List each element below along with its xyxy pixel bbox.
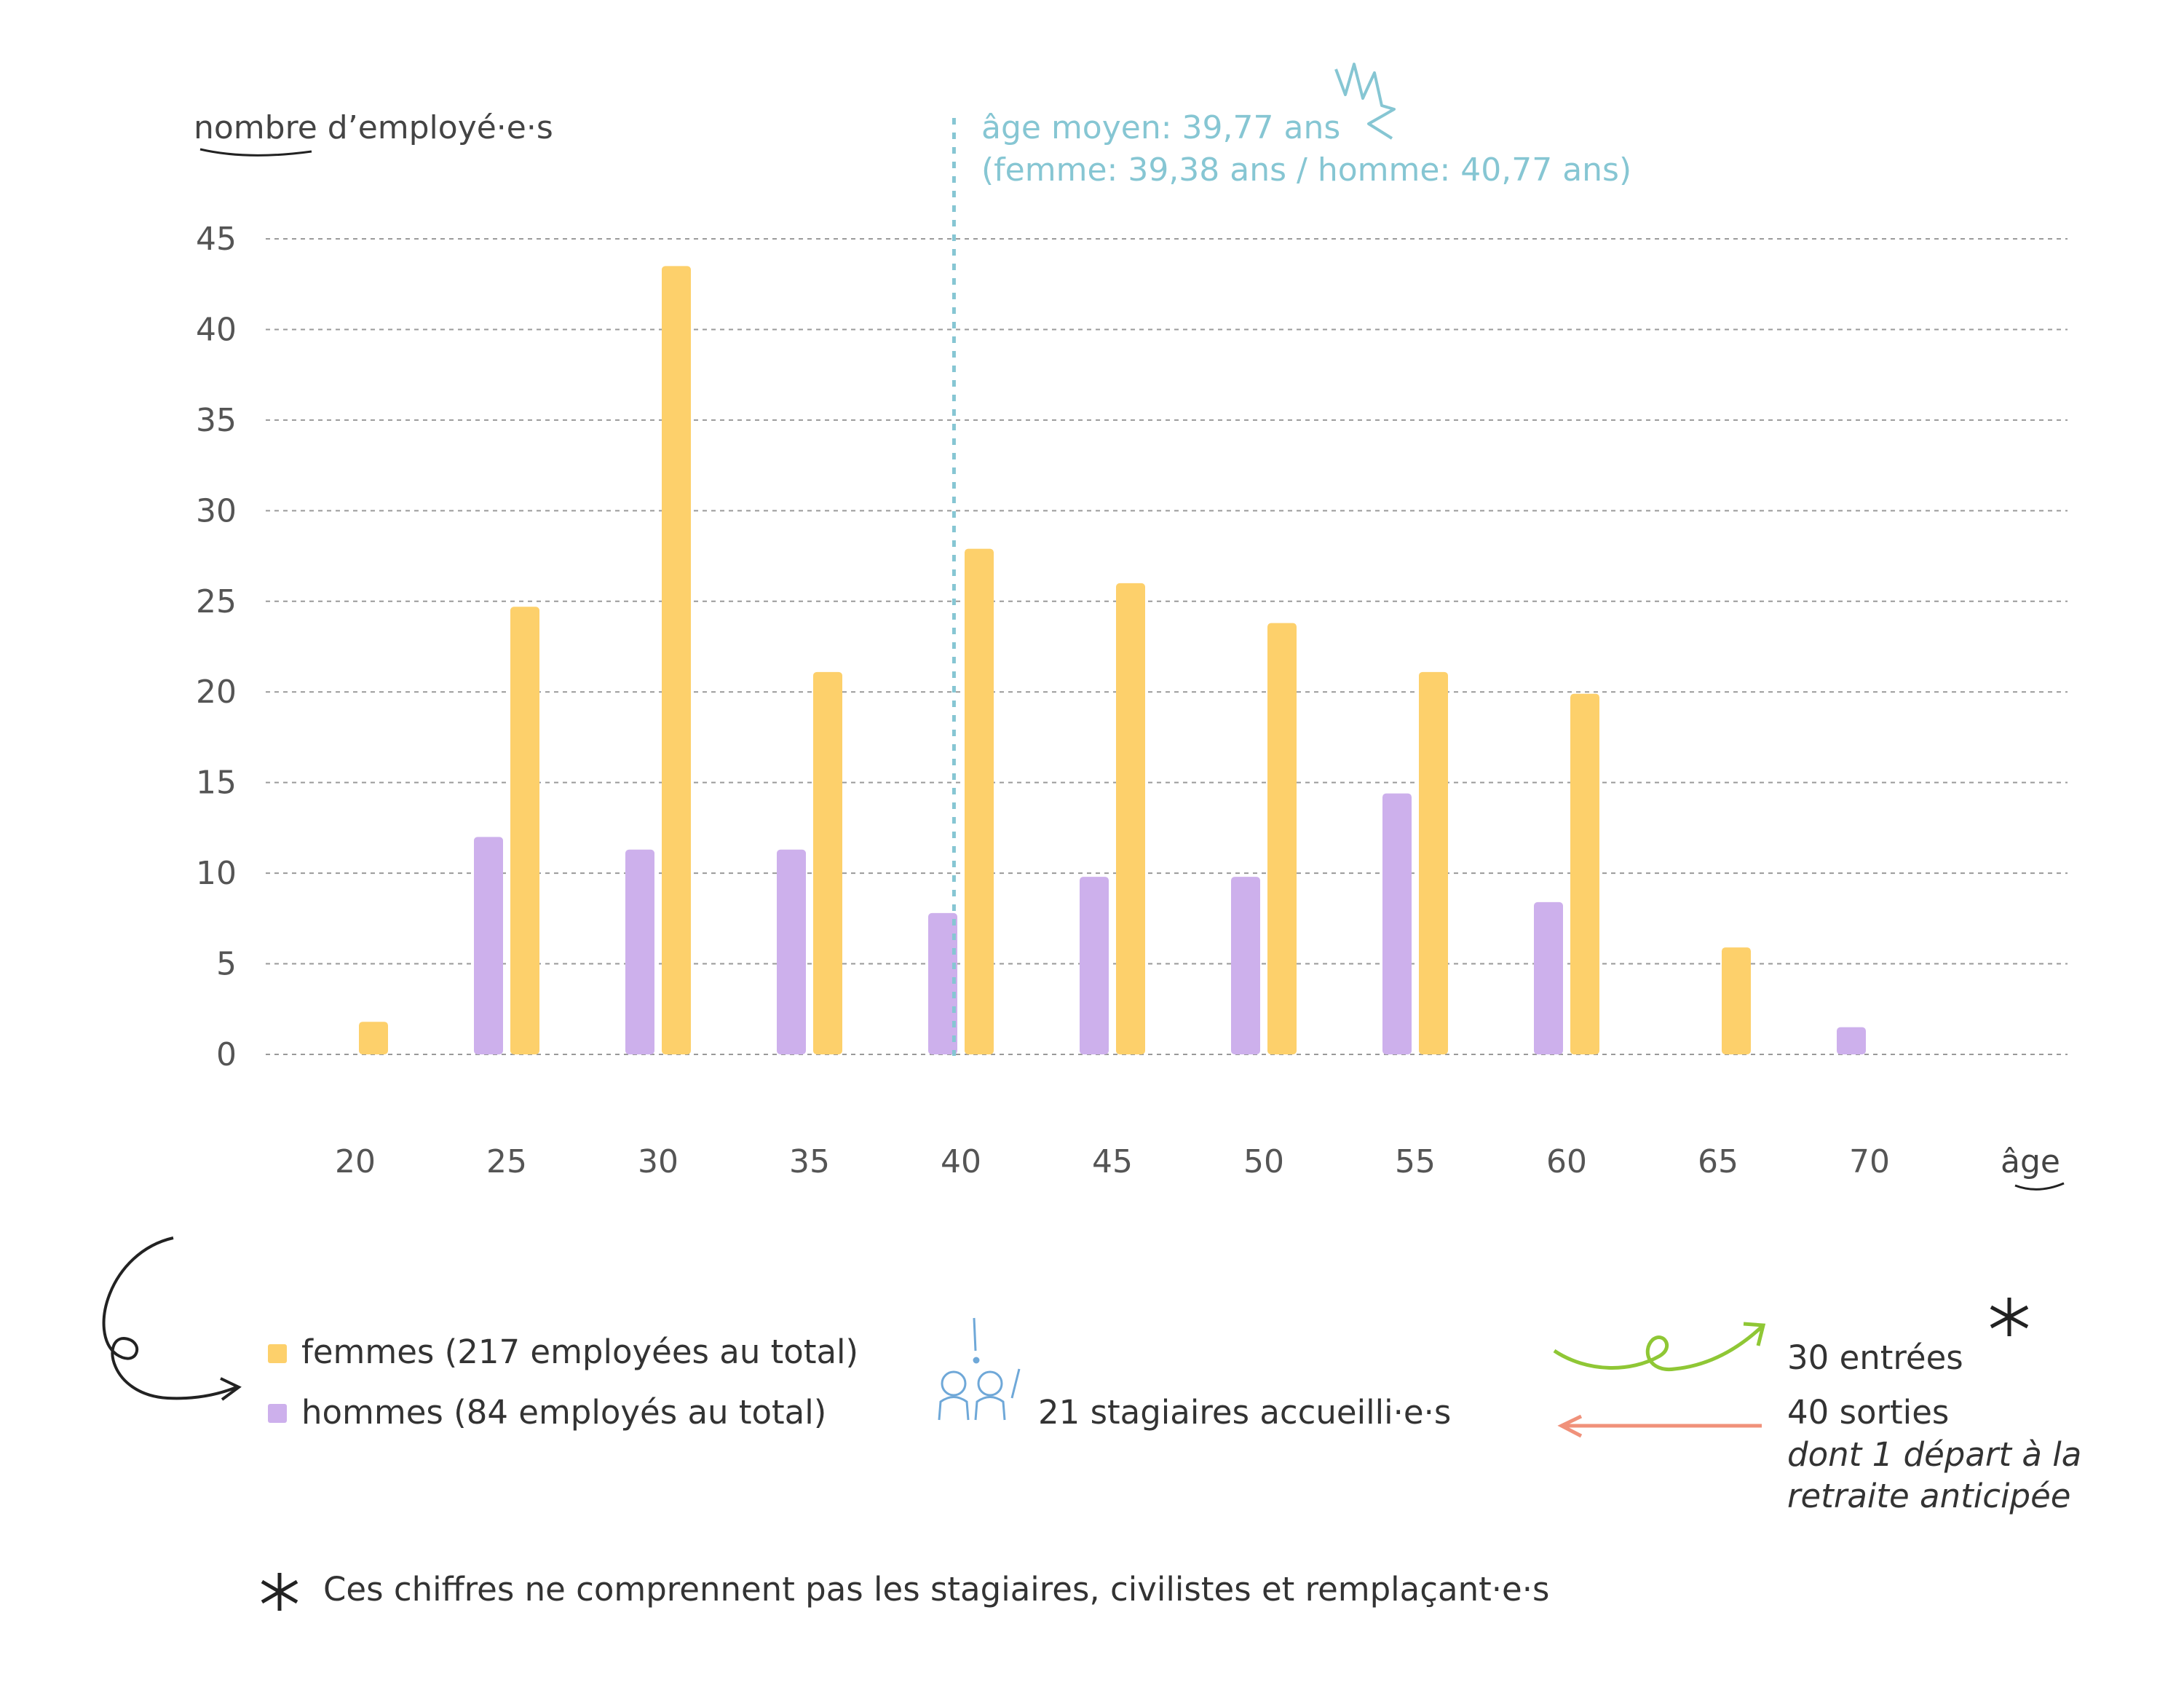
legend-swatch-hommes [268, 1404, 287, 1423]
bar-hommes-35 [777, 849, 806, 1054]
x-tick-label: 60 [1546, 1143, 1587, 1180]
y-tick-label: 25 [196, 583, 237, 620]
x-axis-label: âge [2001, 1143, 2060, 1180]
y-tick-label: 5 [216, 946, 237, 983]
y-tick-label: 0 [216, 1036, 237, 1073]
interns-label: 21 stagiaires accueilli·e·s [1038, 1393, 1451, 1432]
bar-femmes-30 [662, 266, 691, 1054]
interns-icon [938, 1317, 1021, 1421]
bar-hommes-45 [1080, 877, 1109, 1054]
x-tick-label: 40 [941, 1143, 981, 1180]
x-label-underline [2014, 1182, 2065, 1191]
bar-femmes-65 [1722, 947, 1751, 1054]
bar-hommes-60 [1534, 901, 1563, 1054]
x-tick-label: 25 [486, 1143, 527, 1180]
bar-femmes-35 [813, 671, 842, 1054]
exits-note-line2: retraite anticipée [1787, 1477, 2070, 1515]
x-tick-label: 55 [1395, 1143, 1436, 1180]
y-tick-label: 30 [196, 492, 237, 529]
bar-hommes-70 [1837, 1027, 1866, 1054]
bar-femmes-45 [1116, 583, 1145, 1054]
y-tick-label: 40 [196, 311, 237, 348]
exits-note-line1: dont 1 départ à la [1787, 1435, 2081, 1474]
y-tick-label: 35 [196, 402, 237, 439]
asterisk-icon [1990, 1298, 2029, 1336]
y-tick-label: 20 [196, 674, 237, 711]
exits-label: 40 sorties [1787, 1393, 1949, 1432]
legend-label-femmes: femmes (217 employées au total) [301, 1333, 858, 1371]
footnote: Ces chiffres ne comprennent pas les stag… [323, 1570, 1549, 1609]
x-axis-ticks: 20 25 30 35 40 45 50 55 60 65 70 [335, 1143, 1890, 1180]
entries-arrow-head-icon [1743, 1322, 1766, 1346]
bar-femmes-50 [1267, 623, 1297, 1054]
x-tick-label: 45 [1092, 1143, 1133, 1180]
bar-hommes-25 [474, 837, 503, 1054]
legend-swatch-femmes [268, 1344, 287, 1363]
grid [266, 238, 2068, 1055]
bar-hommes-55 [1382, 793, 1412, 1054]
y-tick-label: 15 [196, 765, 237, 802]
bar-femmes-20 [359, 1022, 388, 1054]
footnote-asterisk-icon [261, 1573, 298, 1611]
x-tick-label: 35 [789, 1143, 830, 1180]
x-tick-label: 20 [335, 1143, 376, 1180]
bar-femmes-55 [1419, 671, 1448, 1054]
mean-age-detail: (femme: 39,38 ans / homme: 40,77 ans) [981, 151, 1631, 189]
x-tick-label: 30 [638, 1143, 678, 1180]
x-tick-label: 50 [1243, 1143, 1284, 1180]
curly-arrow-head-icon [220, 1377, 242, 1401]
bar-femmes-40 [965, 548, 994, 1054]
bar-hommes-40 [928, 912, 957, 1054]
entries-arrow-icon [1553, 1325, 1763, 1371]
y-label-underline [199, 148, 312, 157]
mean-age-label: âge moyen: 39,77 ans [981, 109, 1340, 146]
bar-hommes-30 [625, 849, 654, 1054]
bars [359, 266, 1866, 1054]
x-tick-label: 70 [1849, 1143, 1890, 1180]
y-axis-label: nombre d’employé·e·s [194, 109, 553, 146]
curly-arrow-icon [102, 1236, 237, 1400]
exits-arrow-head-icon [1557, 1414, 1583, 1438]
bar-hommes-50 [1231, 877, 1260, 1054]
x-tick-label: 65 [1698, 1143, 1738, 1180]
bar-femmes-60 [1570, 693, 1599, 1054]
sparkle-doodle-icon [1334, 63, 1396, 140]
y-axis-ticks: 0 5 10 15 20 25 30 35 40 45 [196, 221, 237, 1073]
legend-label-hommes: hommes (84 employés au total) [301, 1393, 826, 1432]
y-tick-label: 10 [196, 855, 237, 892]
bar-femmes-25 [510, 607, 539, 1054]
entries-label: 30 entrées [1787, 1338, 1963, 1377]
y-tick-label: 45 [196, 221, 237, 258]
